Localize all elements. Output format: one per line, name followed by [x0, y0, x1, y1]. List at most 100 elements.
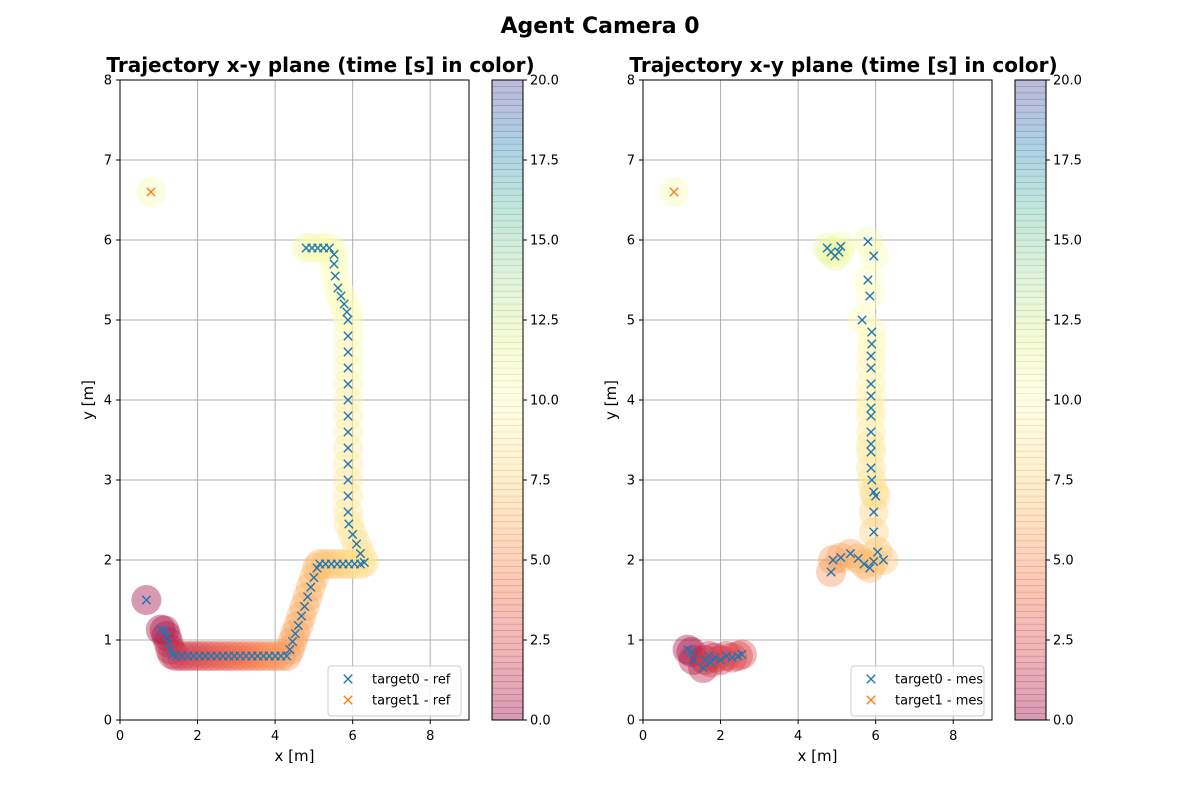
x-tick-label: 4	[271, 729, 279, 744]
colorbar-band	[492, 560, 523, 567]
colorbar-band	[1015, 278, 1046, 286]
x-marker	[727, 652, 737, 663]
x-marker	[282, 651, 292, 661]
colorbar-band	[492, 681, 523, 689]
colorbar-band	[1015, 150, 1046, 158]
colorbar-band	[492, 649, 523, 657]
x-marker	[863, 236, 873, 247]
colorbar: 0.0 2.5 5.0 7.5 10.0 12.5 15.0 17.5 20.0	[1014, 74, 1082, 729]
x-marker	[867, 475, 877, 485]
colorbar-band	[492, 713, 523, 721]
series-1-markers	[682, 236, 889, 673]
x-marker	[333, 283, 343, 293]
series-2-markers	[669, 187, 679, 197]
colorbar-band	[492, 284, 523, 292]
x-marker	[302, 592, 313, 602]
colorbar-band	[1015, 233, 1046, 241]
y-tick-label: 7	[104, 154, 112, 169]
legend-box	[850, 665, 985, 717]
colorbar-band	[1015, 592, 1046, 599]
y-tick-label: 5	[104, 314, 112, 329]
colorbar-band	[1015, 156, 1046, 164]
x-marker	[336, 291, 346, 301]
y-tick-label: 8	[104, 74, 112, 89]
x-marker	[141, 595, 152, 605]
colorbar-band	[1015, 515, 1046, 522]
x-marker	[359, 557, 369, 568]
x-axis-label: x [m]	[275, 747, 315, 765]
x-marker	[351, 539, 362, 549]
colorbar-band	[492, 195, 523, 202]
colorbar-band	[1015, 624, 1046, 631]
colorbar-band	[1015, 617, 1046, 625]
colorbar-band	[492, 604, 523, 612]
y-tick-label: 4	[627, 394, 635, 409]
colorbar-band	[492, 579, 523, 586]
colorbar-band	[492, 592, 523, 599]
colorbar-band	[492, 387, 523, 394]
x-marker	[866, 363, 876, 373]
colorbar-band	[1015, 419, 1046, 426]
colorbar-band	[492, 598, 523, 606]
colorbar-band	[1015, 124, 1046, 132]
colorbar-band	[1015, 272, 1046, 279]
y-tick-label: 7	[627, 154, 635, 169]
colorbar-band	[492, 611, 523, 618]
colorbar-band	[1015, 342, 1046, 350]
x-marker	[159, 625, 170, 636]
colorbar-band	[1015, 528, 1046, 535]
colorbar-band	[1015, 604, 1046, 612]
x-marker	[865, 563, 875, 573]
colorbar-band	[1015, 585, 1046, 593]
colorbar-band	[492, 240, 523, 247]
colorbar-band	[492, 572, 523, 580]
x-marker	[285, 644, 295, 655]
colorbar-band	[1015, 566, 1046, 574]
colorbar-tick-label: 0.0	[530, 714, 551, 729]
colorbar-band	[1015, 579, 1046, 586]
colorbar-band	[1015, 662, 1046, 670]
colorbar-band	[492, 137, 523, 145]
x-marker	[686, 647, 697, 657]
colorbar-band	[1015, 470, 1046, 478]
x-marker	[857, 315, 867, 325]
colorbar-band	[1015, 502, 1046, 510]
colorbar-band	[1015, 323, 1046, 330]
colorbar-band	[1015, 707, 1046, 714]
x-marker	[866, 379, 876, 389]
colorbar-band	[492, 272, 523, 279]
colorbar-band	[492, 297, 523, 305]
x-marker	[866, 427, 876, 437]
colorbar-band	[1015, 259, 1046, 266]
colorbar-band	[1015, 374, 1046, 382]
colorbar-band	[492, 336, 523, 343]
colorbar-band	[492, 400, 523, 407]
x-tick-label: 8	[949, 729, 957, 744]
x-marker	[845, 548, 856, 559]
colorbar-band	[492, 348, 523, 356]
x-marker	[163, 637, 174, 648]
x-marker	[866, 411, 876, 421]
colorbar-band	[1015, 310, 1046, 318]
x-marker	[865, 291, 875, 301]
colorbar-band	[492, 694, 523, 702]
colorbar-tick-label: 7.5	[1053, 474, 1074, 489]
x-marker	[343, 507, 353, 517]
colorbar-band	[1015, 86, 1046, 94]
legend-marker	[866, 674, 876, 684]
x-tick-label: 2	[716, 729, 724, 744]
colorbar-band	[1015, 540, 1046, 548]
colorbar-band	[1015, 265, 1046, 273]
legend-entry: target0 - mes	[895, 673, 983, 688]
colorbar-band	[492, 182, 523, 190]
colorbar-band	[492, 707, 523, 714]
colorbar-band	[1015, 553, 1046, 561]
x-marker	[343, 331, 353, 341]
legend: target0 - ref target1 - ref	[327, 665, 462, 717]
colorbar-band	[492, 515, 523, 522]
figure-suptitle: Agent Camera 0	[500, 14, 699, 39]
y-tick-label: 3	[104, 474, 112, 489]
x-marker	[715, 655, 726, 665]
x-marker	[343, 475, 353, 485]
